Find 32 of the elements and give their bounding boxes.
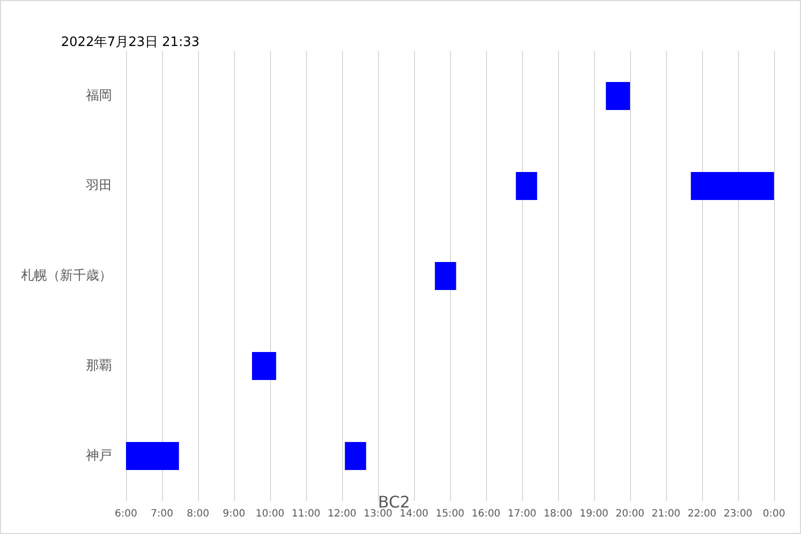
bar (516, 172, 538, 200)
chart-title: 2022年7月23日 21:33 (61, 35, 200, 50)
x-tick-label: 18:00 (544, 508, 572, 520)
x-tick-label: 22:00 (688, 508, 716, 520)
y-tick-label: 福岡 (86, 88, 112, 104)
x-tick-label: 10:00 (256, 508, 284, 520)
bar (690, 172, 774, 200)
x-tick-label: 0:00 (762, 508, 786, 520)
x-tick-label: 17:00 (508, 508, 536, 520)
bar (344, 442, 366, 470)
x-tick-label: 19:00 (580, 508, 608, 520)
bar (606, 82, 630, 110)
x-tick-label: 15:00 (436, 508, 464, 520)
x-tick-label: 20:00 (616, 508, 644, 520)
bar (252, 352, 276, 380)
y-tick-label: 札幌（新千歳） (21, 268, 112, 284)
y-tick-label: 羽田 (85, 178, 112, 194)
y-tick-label: 那覇 (86, 358, 112, 374)
x-tick-label: 16:00 (472, 508, 500, 520)
x-tick-label: 13:00 (364, 508, 392, 520)
x-tick-label: 14:00 (400, 508, 428, 520)
x-tick-label: 11:00 (292, 508, 320, 520)
bar (126, 442, 179, 470)
x-tick-label: 23:00 (724, 508, 752, 520)
bar (434, 262, 456, 290)
x-tick-label: 12:00 (328, 508, 356, 520)
x-tick-label: 21:00 (652, 508, 680, 520)
x-tick-label: 6:00 (114, 508, 138, 520)
x-tick-label: 8:00 (186, 508, 210, 520)
x-tick-label: 9:00 (222, 508, 246, 520)
y-tick-label: 神戸 (86, 448, 112, 464)
x-tick-label: 7:00 (150, 508, 174, 520)
